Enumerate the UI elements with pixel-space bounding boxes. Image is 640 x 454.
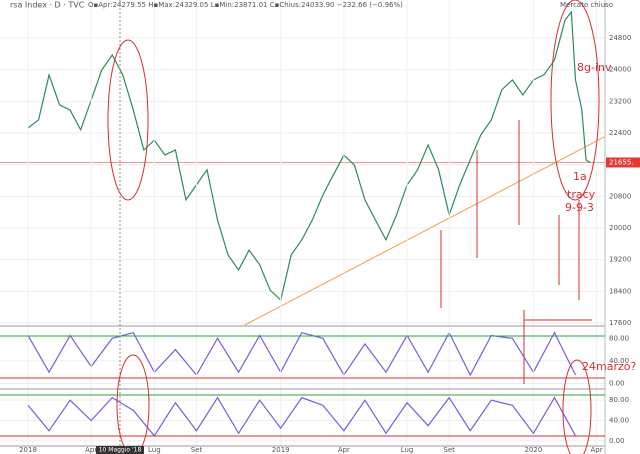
x-tick-label: Apr	[591, 446, 603, 454]
y-tick-label: 17600	[609, 319, 631, 327]
y-tick-label: 20000	[609, 224, 631, 232]
y-tick-label: 24000	[609, 66, 631, 74]
x-tick-label: Set	[443, 446, 455, 454]
y-tick-label: 40.00	[609, 357, 629, 365]
last-price-box	[606, 157, 640, 168]
series-line	[27, 10, 591, 302]
x-tick-label: Apr	[338, 446, 350, 454]
series-line	[27, 396, 577, 437]
ohlc-header: O▪Apr:24279.55 H▪Max:24329.05 L▪Min:2387…	[88, 1, 403, 9]
y-tick-label: 23200	[609, 97, 631, 105]
crosshair-label: 10 Maggio '18	[99, 447, 142, 454]
trendline	[244, 136, 606, 326]
y-tick-label: 0.00	[609, 437, 625, 445]
annotation: 24marzo?	[582, 360, 636, 373]
x-tick-label: 2019	[272, 446, 290, 454]
x-tick-label: Apr	[85, 446, 97, 454]
market-status: Mercato chiuso	[560, 1, 613, 9]
x-tick-label: Lug	[401, 446, 414, 454]
annotation-ellipse	[562, 359, 592, 454]
y-tick-label: 80.00	[609, 396, 629, 404]
y-tick-label: 20800	[609, 192, 631, 200]
y-tick-label: 40.00	[609, 417, 629, 425]
y-tick-label: 22400	[609, 129, 631, 137]
x-tick-label: Lug	[148, 446, 161, 454]
y-tick-label: 0.00	[609, 379, 625, 387]
annotation-ellipse	[107, 39, 149, 201]
y-tick-label: 24800	[609, 34, 631, 42]
annotation: 8g-inv	[577, 61, 612, 74]
last-price-label: 21655.	[609, 158, 634, 166]
symbol-title: rsa Index · D · TVC	[10, 1, 85, 10]
x-tick-label: 2018	[19, 446, 37, 454]
y-tick-label: 18400	[609, 287, 631, 295]
annotation: 9-9-3	[565, 201, 594, 214]
annotation: 1a	[573, 170, 587, 183]
annotation-ellipse	[116, 354, 150, 454]
x-tick-label: 2020	[524, 446, 542, 454]
crosshair-box	[96, 446, 144, 454]
y-tick-label: 80.00	[609, 334, 629, 342]
annotation: tracy	[567, 188, 596, 201]
annotation-ellipse	[550, 0, 600, 201]
y-tick-label: 19200	[609, 256, 631, 264]
x-tick-label: Set	[191, 446, 203, 454]
